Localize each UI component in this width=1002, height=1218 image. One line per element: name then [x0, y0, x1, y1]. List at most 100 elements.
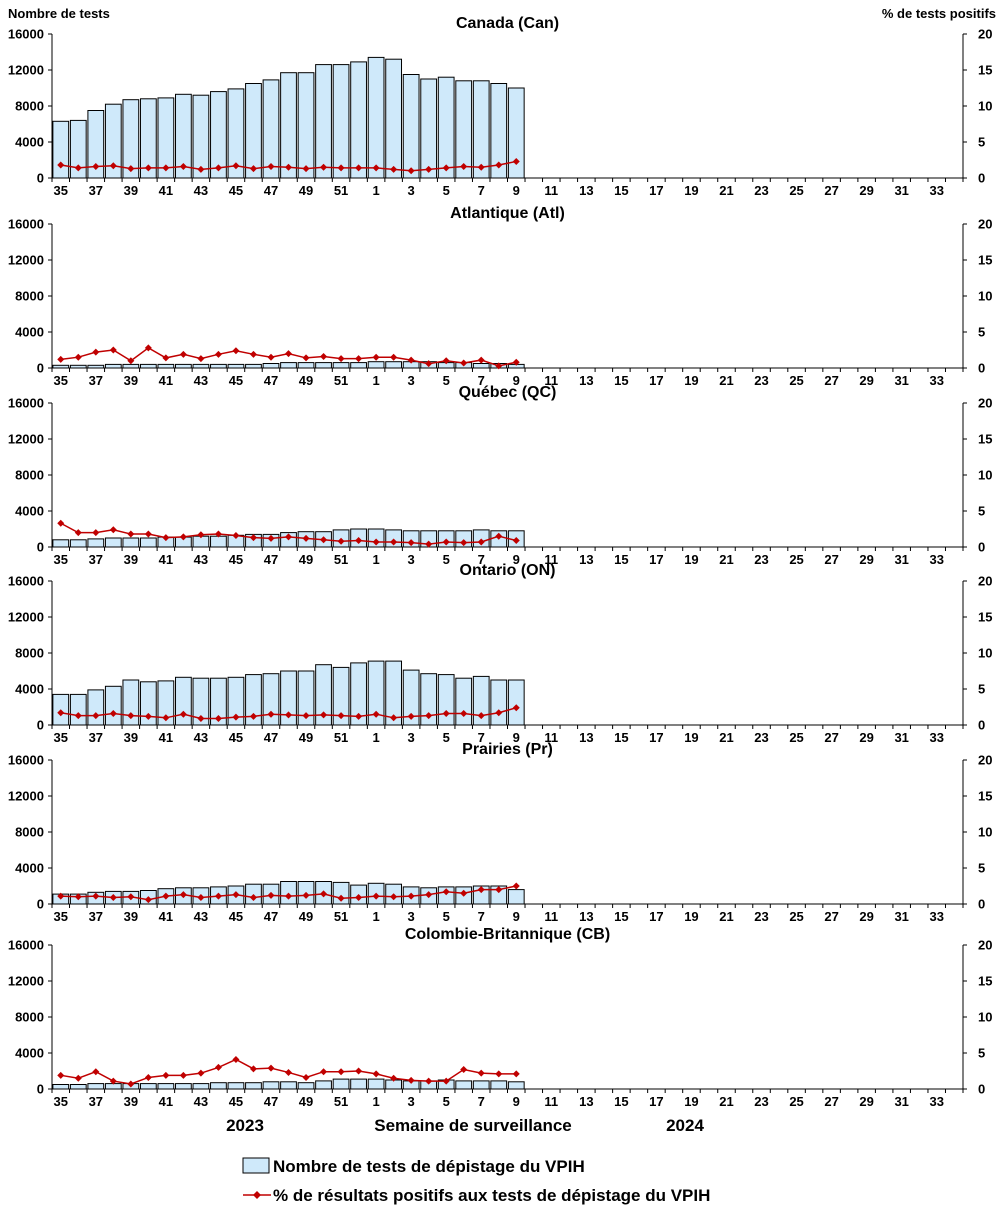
panel-0-bar-wk48: [280, 72, 297, 179]
panel-5-pct-point-wk9: [512, 1070, 520, 1078]
panel-4-xtick-label: 39: [124, 909, 138, 924]
panel-5-xtick-label: 9: [513, 1094, 520, 1109]
x-axis-label: Semaine de surveillance: [374, 1116, 572, 1135]
panel-3-xtick-label: 33: [929, 730, 943, 745]
panel-1-ytick-right-label: 5: [978, 325, 985, 340]
panel-5-pct-point-wk1: [372, 1070, 380, 1078]
panel-3-pct-point-wk7: [477, 712, 485, 720]
panel-2-xtick-label: 21: [719, 552, 733, 567]
panel-3-xtick-label: 7: [478, 730, 485, 745]
panel-2-pct-point-wk4: [425, 540, 433, 548]
panel-3-pct-point-wk4: [425, 712, 433, 720]
panel-4-pct-point-wk38: [109, 894, 117, 902]
panel-1-bar-wk41: [157, 363, 175, 369]
panel-4-xtick-label: 43: [194, 909, 208, 924]
panel-5-xtick-label: 1: [372, 1094, 379, 1109]
panel-4-ytick-right-label: 15: [978, 789, 992, 804]
panel-0-bar-wk7: [472, 80, 490, 179]
panel-4-pct-point-wk3: [407, 892, 415, 900]
panel-2-pct-point-wk45: [232, 531, 240, 539]
panel-4-xtick-label: 31: [894, 909, 908, 924]
panel-0-xtick-label: 23: [754, 183, 768, 198]
panel-1-pct-point-wk47: [267, 353, 275, 361]
panel-5-pct-point-wk41: [162, 1071, 170, 1079]
panel-1-ytick-left-label: 4000: [15, 325, 44, 340]
panel-4-pct-point-wk8: [495, 886, 503, 894]
panel-0-pct-point-wk8: [495, 161, 503, 169]
panel-1-bar-wk40: [139, 363, 157, 369]
panel-0-bar-wk49: [297, 72, 315, 179]
panel-3-xtick-label: 39: [124, 730, 138, 745]
panel-4-xtick-label: 37: [89, 909, 103, 924]
panel-5-bar-wk1: [367, 1078, 385, 1090]
panel-4-ytick-right-label: 5: [978, 861, 985, 876]
panel-5-pct-point-wk46: [249, 1065, 257, 1073]
panel-3-pct-point-wk5: [442, 709, 450, 717]
panel-1-xtick-label: 35: [54, 373, 68, 388]
panel-0-bar-wk51: [332, 64, 350, 179]
panel-1-pct-point-wk35: [57, 355, 65, 363]
panel-5-pct-point-wk50: [320, 1068, 328, 1076]
panel-4-ytick-left-label: 16000: [8, 753, 44, 768]
panel-5-bar-wk7: [472, 1080, 490, 1090]
panel-0-pct-point-wk40: [144, 164, 152, 172]
panel-5-xtick-label: 35: [54, 1094, 68, 1109]
panel-1-pct-point-wk41: [162, 354, 170, 362]
panel-1-pct-point-wk5: [442, 357, 450, 365]
panel-5-pct-point-wk4: [425, 1077, 433, 1085]
panel-2-ytick-right-label: 20: [978, 396, 992, 411]
panel-2-pct-point-wk43: [197, 531, 205, 539]
panel-4-xtick-label: 21: [719, 909, 733, 924]
panel-2-xtick-label: 33: [929, 552, 943, 567]
panel-5-pct-point-wk38: [109, 1077, 117, 1085]
panel-1-pct-point-wk9: [512, 358, 520, 366]
panel-0-bar-wk2: [385, 58, 403, 179]
panel-0-ytick-left-label: 8000: [15, 99, 44, 114]
panel-4-ytick-left-label: 8000: [15, 825, 44, 840]
panel-3-ytick-left-label: 0: [37, 718, 44, 733]
panel-5-bar-wk50: [315, 1080, 332, 1090]
panel-2-pct-point-wk35: [57, 519, 65, 527]
panel-0-pct-point-wk50: [320, 163, 328, 171]
panel-3-xtick-label: 21: [719, 730, 733, 745]
panel-2-xtick-label: 9: [513, 552, 520, 567]
panel-2-xtick-label: 11: [544, 552, 558, 567]
panel-2-xtick-label: 43: [194, 552, 208, 567]
panel-3-pct-point-wk45: [232, 713, 240, 721]
panel-0-pct-point-wk5: [442, 164, 450, 172]
panel-2-xtick-label: 45: [229, 552, 243, 567]
panel-2-ytick-left-label: 12000: [8, 432, 44, 447]
panel-4-pct-point-wk51: [337, 894, 345, 902]
panel-5-xtick-label: 11: [544, 1094, 558, 1109]
panel-5-pct-point-wk45: [232, 1055, 240, 1063]
panel-1-ytick-right-label: 15: [978, 253, 992, 268]
panel-4-pct-point-wk35: [57, 892, 65, 900]
panel-5-bar-wk48: [280, 1081, 297, 1090]
panel-1-xtick-label: 9: [513, 373, 520, 388]
panel-2-pct-point-wk3: [407, 539, 415, 547]
panel-0-xtick-label: 21: [719, 183, 733, 198]
panel-4-pct-point-wk44: [214, 892, 222, 900]
panel-3-bar-wk6: [455, 677, 473, 726]
panel-0-xtick-label: 43: [194, 183, 208, 198]
panel-4-xtick-label: 3: [408, 909, 415, 924]
panel-2-xtick-label: 41: [159, 552, 173, 567]
panel-5-xtick-label: 47: [264, 1094, 278, 1109]
panel-2-pct-point-wk7: [477, 538, 485, 546]
panel-2-bar-wk36: [69, 539, 87, 548]
panel-0-bar-wk46: [245, 83, 262, 179]
panel-2-xtick-label: 35: [54, 552, 68, 567]
panel-1-title: Atlantique (Atl): [450, 205, 565, 222]
panel-0-xtick-label: 27: [824, 183, 838, 198]
panel-0-pct-point-wk35: [57, 161, 65, 169]
panel-0-ytick-left-label: 12000: [8, 63, 44, 78]
panel-5-pct-point-wk36: [74, 1074, 82, 1082]
panel-2-xtick-label: 5: [443, 552, 450, 567]
panel-5-ytick-right-label: 0: [978, 1082, 985, 1097]
panel-2-bar-wk44: [210, 535, 227, 548]
panel-4-pct-point-wk40: [144, 896, 152, 904]
panel-4-xtick-label: 23: [754, 909, 768, 924]
panel-4: Prairies (Pr)040008000120001600005101520…: [8, 741, 993, 924]
panel-4-pct-point-wk1: [372, 892, 380, 900]
panel-4-xtick-label: 49: [299, 909, 313, 924]
